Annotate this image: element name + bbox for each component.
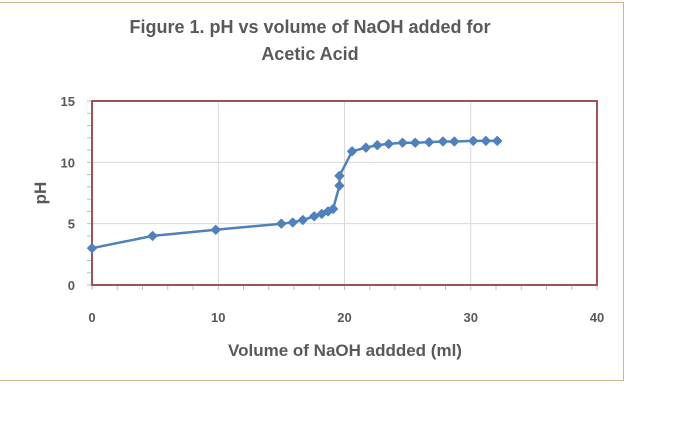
data-point-marker <box>328 203 339 214</box>
data-point-marker <box>480 135 491 146</box>
chart-frame <box>0 2 624 381</box>
x-axis-title: Volume of NaOH addded (ml) <box>228 341 462 360</box>
data-point-marker <box>372 140 383 151</box>
x-tick-label: 10 <box>211 310 225 325</box>
data-point-marker <box>383 138 394 149</box>
data-point-marker <box>297 215 308 225</box>
data-point-marker <box>468 135 479 146</box>
chart-title-line-2: Acetic Acid <box>261 44 359 64</box>
chart-title-line-1: Figure 1. pH vs volume of NaOH added for <box>129 17 491 37</box>
data-point-marker <box>449 136 460 147</box>
data-point-marker <box>334 180 345 191</box>
x-axis-tick-labels: 0 10 20 30 40 <box>88 310 604 325</box>
data-point-marker <box>147 230 158 241</box>
data-point-marker <box>492 135 503 146</box>
chart-title: Figure 1. pH vs volume of NaOH added for… <box>90 14 530 68</box>
data-point-marker <box>347 146 358 157</box>
x-tick-label: 20 <box>337 310 351 325</box>
data-point-marker <box>276 218 287 229</box>
y-axis-tick-labels: 0 5 10 15 <box>61 94 75 293</box>
y-tick-label: 0 <box>68 278 75 293</box>
y-tick-label: 10 <box>61 155 75 170</box>
x-tick-label: 30 <box>464 310 478 325</box>
data-point-marker <box>361 142 371 153</box>
data-series <box>87 135 503 254</box>
y-axis-title: pH <box>31 182 50 205</box>
data-point-marker <box>87 243 97 254</box>
data-point-marker <box>287 217 298 228</box>
data-point-marker <box>210 224 221 235</box>
x-tick-label: 40 <box>590 310 604 325</box>
data-point-marker <box>438 136 448 147</box>
plot-area <box>91 100 598 286</box>
gridlines <box>92 101 597 285</box>
data-point-marker <box>397 137 408 148</box>
data-point-marker <box>424 137 435 148</box>
data-point-marker <box>410 137 421 148</box>
y-tick-label: 5 <box>68 217 75 232</box>
data-point-marker <box>309 211 320 222</box>
y-tick-label: 15 <box>61 94 75 109</box>
data-point-marker <box>334 170 345 181</box>
x-tick-label: 0 <box>88 310 95 325</box>
axis-ticks <box>87 100 598 290</box>
